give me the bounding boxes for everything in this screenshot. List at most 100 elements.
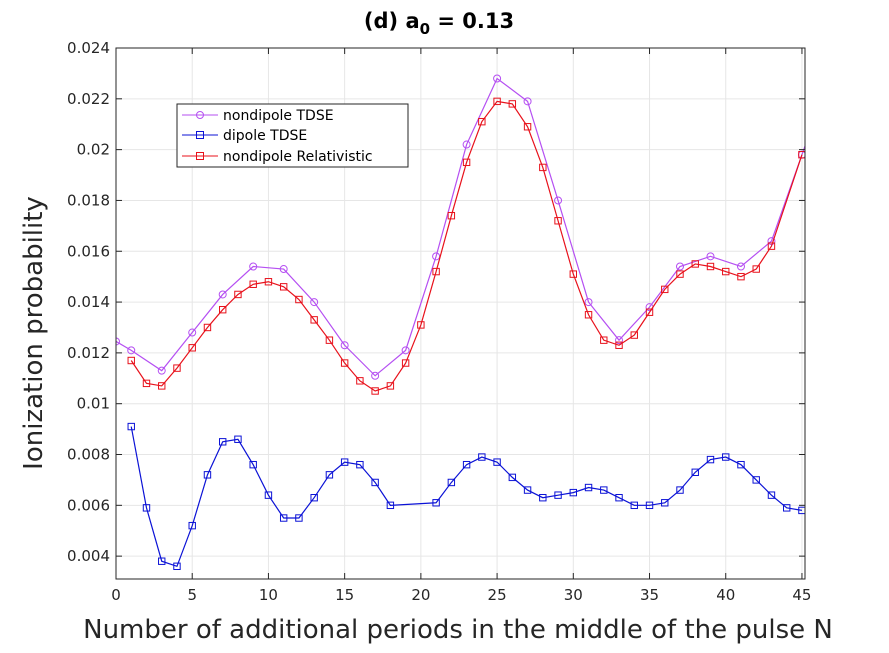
data-point-dipole-tdse	[645, 501, 654, 510]
data-point-dipole-tdse	[279, 514, 288, 522]
data-point-nondipole-relativistic	[264, 278, 273, 286]
data-point-nondipole-tdse	[340, 341, 349, 350]
data-point-dipole-tdse	[676, 486, 684, 494]
data-point-dipole-tdse	[630, 501, 638, 510]
y-tick-label: 0.014	[67, 293, 110, 311]
data-point-nondipole-tdse	[218, 290, 227, 299]
data-point-dipole-tdse	[539, 493, 547, 502]
data-point-dipole-tdse	[508, 473, 517, 482]
series-nondipole-tdse	[116, 74, 821, 380]
axes-frame	[115, 47, 806, 580]
data-point-dipole-tdse	[142, 504, 151, 512]
data-point-dipole-tdse	[661, 499, 669, 507]
data-point-nondipole-relativistic	[508, 100, 517, 108]
data-point-nondipole-relativistic	[127, 356, 135, 365]
data-point-nondipole-relativistic	[340, 359, 349, 367]
data-point-nondipole-relativistic	[203, 323, 212, 332]
series-line-nondipole-relativistic	[130, 100, 803, 392]
legend-marker-nondipole-tdse	[196, 111, 204, 119]
series-dipole-tdse	[127, 422, 805, 570]
data-point-dipole-tdse	[752, 476, 760, 484]
data-point-nondipole-relativistic	[386, 382, 395, 390]
data-point-nondipole-relativistic	[630, 331, 638, 339]
data-point-nondipole-relativistic	[554, 217, 562, 225]
data-point-nondipole-relativistic	[691, 260, 699, 268]
data-point-nondipole-tdse	[814, 108, 821, 115]
data-point-nondipole-tdse	[554, 196, 563, 205]
data-point-nondipole-tdse	[676, 262, 685, 271]
data-point-dipole-tdse	[219, 438, 227, 446]
y-tick-label: 0.008	[67, 446, 110, 464]
legend-label-dipole-tdse: dipole TDSE	[223, 128, 307, 144]
x-tick-label: 35	[640, 586, 659, 604]
chart-title: (d) a0 = 0.13	[364, 9, 514, 38]
data-point-dipole-tdse	[310, 493, 318, 502]
data-point-nondipole-relativistic	[600, 336, 608, 344]
data-point-nondipole-tdse	[462, 140, 471, 149]
data-point-dipole-tdse	[158, 557, 166, 565]
data-point-nondipole-relativistic	[752, 265, 760, 273]
data-point-dipole-tdse	[188, 521, 196, 530]
data-point-nondipole-relativistic	[569, 270, 578, 278]
x-tick-label: 20	[411, 586, 430, 604]
data-point-nondipole-tdse	[432, 252, 441, 261]
legend-label-nondipole-tdse: nondipole TDSE	[223, 108, 334, 124]
data-point-dipole-tdse	[523, 486, 532, 494]
data-point-nondipole-relativistic	[706, 262, 715, 271]
data-point-nondipole-relativistic	[249, 280, 257, 288]
data-point-dipole-tdse	[432, 499, 440, 507]
data-point-nondipole-tdse	[371, 371, 380, 380]
data-point-nondipole-tdse	[523, 97, 532, 106]
x-tick-label: 40	[716, 586, 735, 604]
data-point-dipole-tdse	[325, 471, 334, 479]
legend-item-nondipole-tdse: nondipole TDSE	[182, 108, 334, 124]
y-tick-label: 0.02	[77, 141, 110, 159]
data-point-nondipole-relativistic	[722, 267, 730, 276]
data-point-nondipole-relativistic	[142, 379, 151, 388]
data-point-nondipole-relativistic	[584, 311, 593, 319]
data-point-nondipole-tdse	[615, 336, 624, 345]
data-point-dipole-tdse	[691, 468, 699, 476]
data-point-dipole-tdse	[478, 453, 486, 461]
data-point-dipole-tdse	[249, 460, 257, 469]
y-tick-label: 0.01	[77, 395, 110, 413]
data-point-dipole-tdse	[600, 486, 608, 494]
legend: nondipole TDSE dipole TDSE nondipole Rel…	[176, 103, 409, 168]
series-line-nondipole-tdse	[116, 77, 805, 377]
y-tick-label: 0.024	[67, 39, 110, 57]
data-point-dipole-tdse	[127, 422, 135, 431]
series-nondipole-relativistic	[127, 97, 805, 395]
x-axis-label: Number of additional periods in the midd…	[83, 615, 833, 645]
data-point-dipole-tdse	[584, 483, 593, 492]
data-point-nondipole-tdse	[127, 346, 136, 355]
data-point-nondipole-relativistic	[462, 158, 471, 167]
data-point-dipole-tdse	[493, 458, 501, 466]
data-point-dipole-tdse	[767, 491, 776, 499]
data-point-dipole-tdse	[340, 458, 349, 466]
data-point-nondipole-tdse	[401, 346, 410, 355]
legend-marker-dipole-tdse	[196, 131, 204, 139]
series-line-dipole-tdse	[130, 426, 803, 568]
title-subscript: 0	[420, 20, 430, 38]
data-point-dipole-tdse	[554, 491, 562, 499]
data-point-nondipole-relativistic	[158, 382, 166, 390]
data-point-nondipole-relativistic	[447, 211, 456, 220]
legend-item-nondipole-relativistic: nondipole Relativistic	[182, 149, 373, 165]
y-tick-label: 0.018	[67, 191, 110, 209]
data-point-dipole-tdse	[706, 455, 715, 464]
data-point-dipole-tdse	[447, 478, 456, 487]
data-point-nondipole-relativistic	[661, 285, 669, 294]
data-point-nondipole-relativistic	[325, 336, 334, 344]
data-point-nondipole-relativistic	[371, 387, 379, 395]
data-point-nondipole-relativistic	[279, 283, 288, 291]
data-point-dipole-tdse	[737, 460, 745, 469]
data-point-dipole-tdse	[615, 493, 623, 502]
y-axis-label: Ionization probability	[19, 196, 49, 470]
y-tick-label: 0.006	[67, 496, 110, 514]
data-point-nondipole-tdse	[279, 265, 288, 274]
data-point-nondipole-relativistic	[676, 270, 684, 278]
data-point-nondipole-relativistic	[417, 321, 425, 329]
data-point-nondipole-relativistic	[478, 117, 486, 126]
data-point-nondipole-relativistic	[615, 341, 623, 349]
data-point-nondipole-relativistic	[432, 267, 440, 276]
